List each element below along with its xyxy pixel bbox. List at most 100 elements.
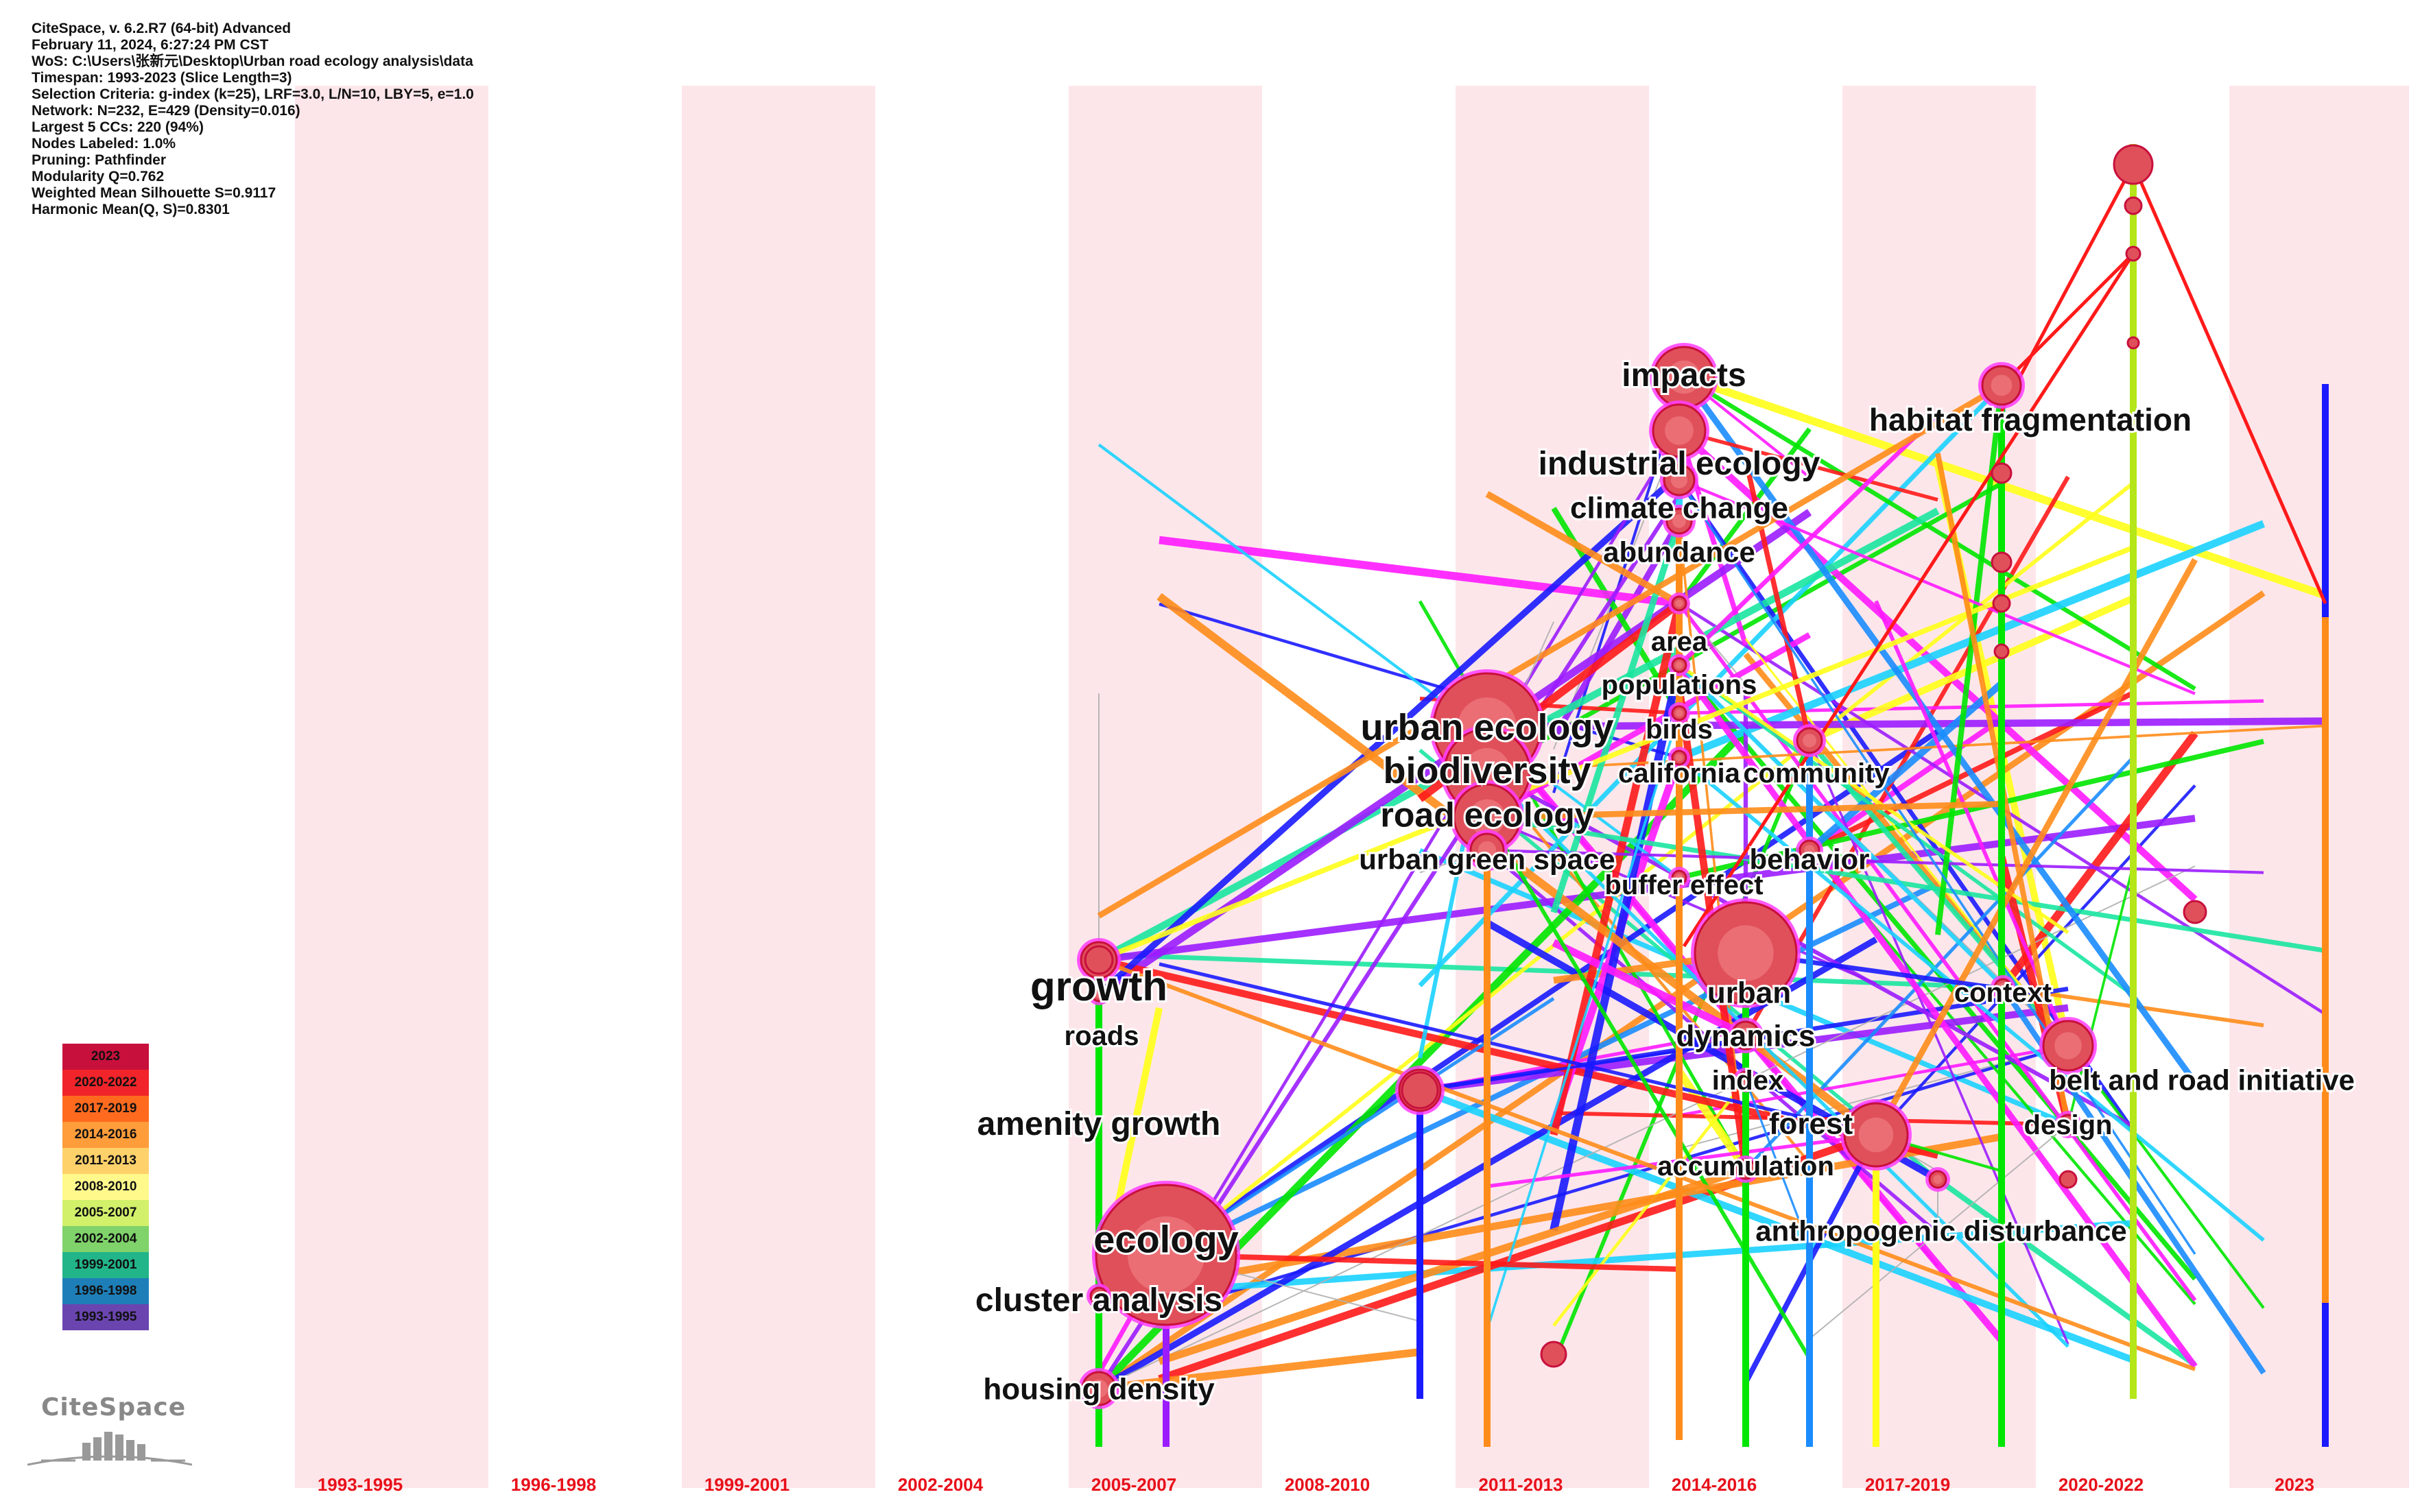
time-slice-band [2229,86,2409,1488]
node-label: urban green space [1359,843,1615,876]
network-edge [1098,865,2196,1389]
legend-item: 2014-2016 [62,1122,149,1148]
time-slice-label: 2002-2004 [898,1474,984,1495]
network-edge [1678,478,2196,695]
time-slice-label: 2017-2019 [1865,1474,1950,1495]
network-edge [1486,724,2326,773]
node-label: anthropogenic disturbance [1755,1215,2126,1247]
time-slice-band [682,86,875,1488]
keyword-node[interactable] [1663,505,1696,538]
keyword-node[interactable] [1993,643,2010,660]
keyword-node[interactable] [1732,1155,1759,1183]
keyword-node[interactable] [1668,592,1690,614]
keyword-node[interactable] [2039,1017,2097,1075]
network-edge [1677,602,2197,1301]
network-edge [1486,717,2326,731]
legend-item: 2017-2019 [62,1096,149,1122]
node-label: index [1712,1066,1783,1096]
keyword-node[interactable] [1840,1099,1912,1171]
node-label: growth [1030,963,1167,1009]
keyword-node[interactable] [1728,1018,1764,1053]
network-edge [1096,472,1682,997]
info-line: Weighted Mean Silhouette S=0.9117 [32,185,276,201]
keyword-node[interactable] [1978,362,2025,409]
keyword-node[interactable] [1668,747,1690,769]
legend-item: 2005-2007 [62,1200,149,1226]
time-slice-label: 2023 [2275,1474,2314,1495]
network-edge [1677,663,2004,987]
keyword-node[interactable] [1793,724,1826,757]
network-edge [1097,383,2004,919]
time-slice-label: 2014-2016 [1672,1474,1757,1495]
info-line: Timespan: 1993-2023 (Slice Length=3) [32,70,292,86]
keyword-node[interactable] [1668,702,1690,724]
network-edge [1098,1220,2134,1299]
node-label: urban [1707,976,1791,1009]
keyword-node[interactable] [1084,945,1114,975]
network-edge [1097,545,2135,963]
keyword-node[interactable] [2125,245,2141,262]
keyword-node[interactable] [1092,1181,1240,1329]
node-label: impacts [1622,357,1746,394]
network-edge [1097,956,1939,1159]
node-label: abundance [1603,536,1755,568]
network-edge [1807,595,2135,744]
keyword-node[interactable] [1649,400,1709,461]
keyword-node[interactable] [1088,983,1110,1005]
keyword-node[interactable] [1991,462,2013,484]
node-label: housing density [983,1372,1215,1406]
node-label: context [1954,978,2052,1008]
legend-item: 2008-2010 [62,1174,149,1200]
keyword-node[interactable] [1733,1068,1758,1092]
keyword-node[interactable] [1467,830,1508,871]
keyword-node[interactable] [1992,594,2011,613]
node-label: dynamics [1676,1019,1816,1053]
citespace-logo-text: CiteSpace [41,1393,187,1421]
node-label: birds [1646,715,1713,745]
keyword-node[interactable] [1660,461,1698,499]
keyword-node[interactable] [2183,900,2207,924]
keyword-node[interactable] [1650,343,1718,411]
keyword-node[interactable] [1540,1341,1567,1368]
network-edge [1808,740,2069,1345]
time-slice-label: 2005-2007 [1091,1474,1176,1495]
time-slice-label: 2008-2010 [1285,1474,1370,1495]
node-label: accumulation [1657,1151,1834,1181]
keyword-node[interactable] [2124,196,2143,215]
info-line: February 11, 2024, 6:27:24 PM CST [32,37,269,53]
keyword-node[interactable] [1796,837,1823,864]
keyword-node[interactable] [1691,898,1801,1008]
keyword-node[interactable] [2126,336,2140,350]
network-edge [1159,536,1680,608]
network-edge [1678,523,1747,1170]
keyword-node[interactable] [2054,1111,2082,1138]
keyword-node[interactable] [1991,975,2015,1000]
info-line: WoS: C:\Users\张新元\Desktop\Urban road eco… [32,53,473,69]
network-edge [1809,1124,2069,1340]
keyword-node[interactable] [1668,867,1690,889]
keyword-node[interactable] [2058,1170,2078,1189]
keyword-node[interactable] [1450,780,1524,854]
time-slice-label: 2020-2022 [2058,1474,2144,1495]
network-info-panel: CiteSpace, v. 6.2.R7 (64-bit) Advanced Fe… [32,21,474,218]
keyword-node[interactable] [1925,1167,1950,1192]
network-edge [1936,1177,2197,1367]
network-edge [1486,801,2002,821]
network-edge [2067,1044,2265,1309]
node-label: biodiversity [1383,750,1591,791]
legend-item: 2020-2022 [62,1070,149,1096]
node-label: amenity growth [977,1106,1221,1142]
keyword-node[interactable] [2113,144,2154,185]
keyword-node[interactable] [1401,1071,1439,1109]
keyword-node[interactable] [1087,1284,1111,1308]
node-label: climate change [1570,491,1788,525]
keyword-node[interactable] [1668,654,1690,676]
legend-item: 2011-2013 [62,1148,149,1174]
time-slice-label: 2011-2013 [1479,1474,1563,1495]
network-edge [1485,491,1681,607]
legend-item: 2023 [62,1044,149,1070]
network-edge [1098,952,2004,990]
keyword-node[interactable] [1991,551,2013,573]
keyword-node[interactable] [1078,1368,1119,1409]
node-label: california [1618,758,1741,789]
